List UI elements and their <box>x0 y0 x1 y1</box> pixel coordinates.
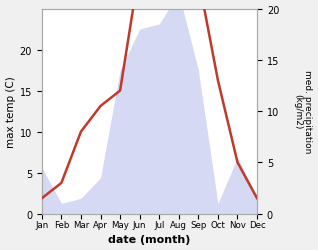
Y-axis label: max temp (C): max temp (C) <box>5 76 16 148</box>
Y-axis label: med. precipitation
(kg/m2): med. precipitation (kg/m2) <box>293 70 313 153</box>
X-axis label: date (month): date (month) <box>108 234 190 244</box>
